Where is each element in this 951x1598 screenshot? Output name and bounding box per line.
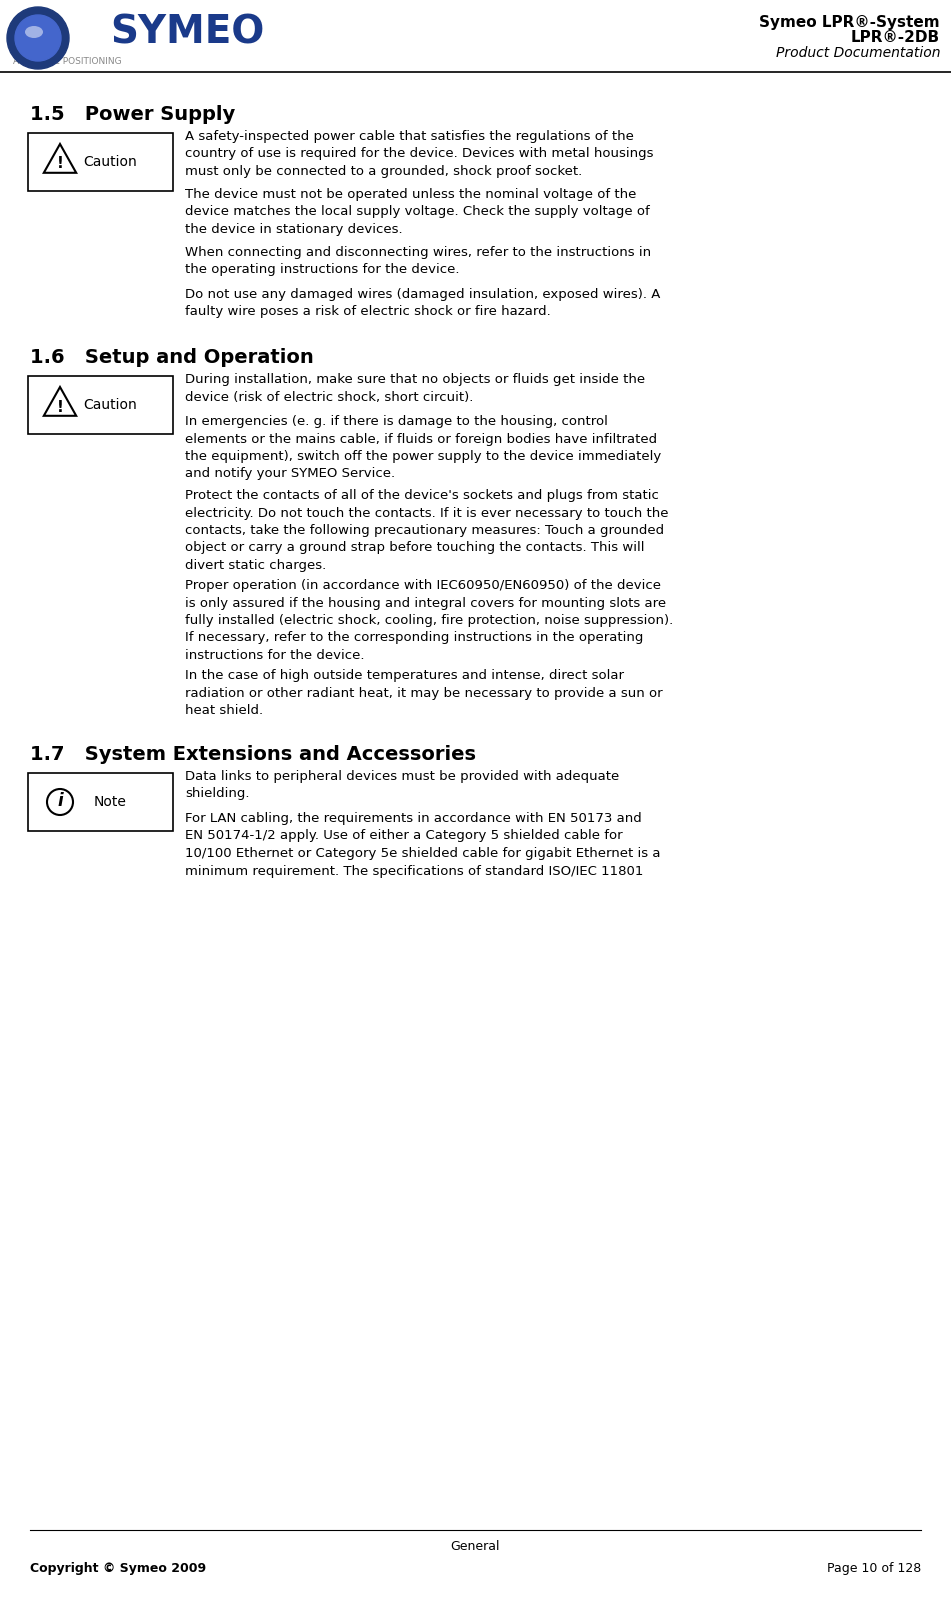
- Text: General: General: [450, 1540, 499, 1553]
- Text: Do not use any damaged wires (damaged insulation, exposed wires). A
faulty wire : Do not use any damaged wires (damaged in…: [185, 288, 660, 318]
- Text: Note: Note: [94, 794, 126, 809]
- Ellipse shape: [15, 14, 61, 61]
- Text: 1.7   System Extensions and Accessories: 1.7 System Extensions and Accessories: [30, 745, 476, 764]
- Text: !: !: [56, 157, 64, 171]
- Text: In the case of high outside temperatures and intense, direct solar
radiation or : In the case of high outside temperatures…: [185, 670, 663, 718]
- Text: !: !: [56, 400, 64, 414]
- FancyBboxPatch shape: [28, 133, 173, 192]
- Text: When connecting and disconnecting wires, refer to the instructions in
the operat: When connecting and disconnecting wires,…: [185, 246, 651, 276]
- Text: Product Documentation: Product Documentation: [775, 46, 940, 61]
- Text: Protect the contacts of all of the device's sockets and plugs from static
electr: Protect the contacts of all of the devic…: [185, 489, 669, 572]
- Text: LPR®-2DB: LPR®-2DB: [851, 30, 940, 45]
- Text: ABSOLUTE POSITIONING: ABSOLUTE POSITIONING: [13, 58, 122, 67]
- Text: 1.5   Power Supply: 1.5 Power Supply: [30, 105, 235, 125]
- Text: SYMEO: SYMEO: [110, 13, 264, 51]
- Ellipse shape: [7, 6, 69, 69]
- Text: Page 10 of 128: Page 10 of 128: [826, 1561, 921, 1576]
- Text: Proper operation (in accordance with IEC60950/EN60950) of the device
is only ass: Proper operation (in accordance with IEC…: [185, 578, 673, 662]
- Text: Data links to peripheral devices must be provided with adequate
shielding.: Data links to peripheral devices must be…: [185, 770, 619, 801]
- Text: For LAN cabling, the requirements in accordance with EN 50173 and
EN 50174-1/2 a: For LAN cabling, the requirements in acc…: [185, 812, 661, 877]
- Text: Copyright © Symeo 2009: Copyright © Symeo 2009: [30, 1561, 206, 1576]
- Ellipse shape: [25, 26, 43, 38]
- Text: 1.6   Setup and Operation: 1.6 Setup and Operation: [30, 348, 314, 368]
- Text: Caution: Caution: [84, 398, 137, 412]
- Text: Caution: Caution: [84, 155, 137, 169]
- Text: In emergencies (e. g. if there is damage to the housing, control
elements or the: In emergencies (e. g. if there is damage…: [185, 415, 661, 481]
- Text: During installation, make sure that no objects or fluids get inside the
device (: During installation, make sure that no o…: [185, 372, 645, 404]
- Text: A safety-inspected power cable that satisfies the regulations of the
country of : A safety-inspected power cable that sati…: [185, 129, 653, 177]
- Text: Symeo LPR®-System: Symeo LPR®-System: [760, 14, 940, 30]
- Text: The device must not be operated unless the nominal voltage of the
device matches: The device must not be operated unless t…: [185, 189, 650, 237]
- Text: i: i: [57, 793, 63, 810]
- FancyBboxPatch shape: [28, 773, 173, 831]
- FancyBboxPatch shape: [28, 376, 173, 435]
